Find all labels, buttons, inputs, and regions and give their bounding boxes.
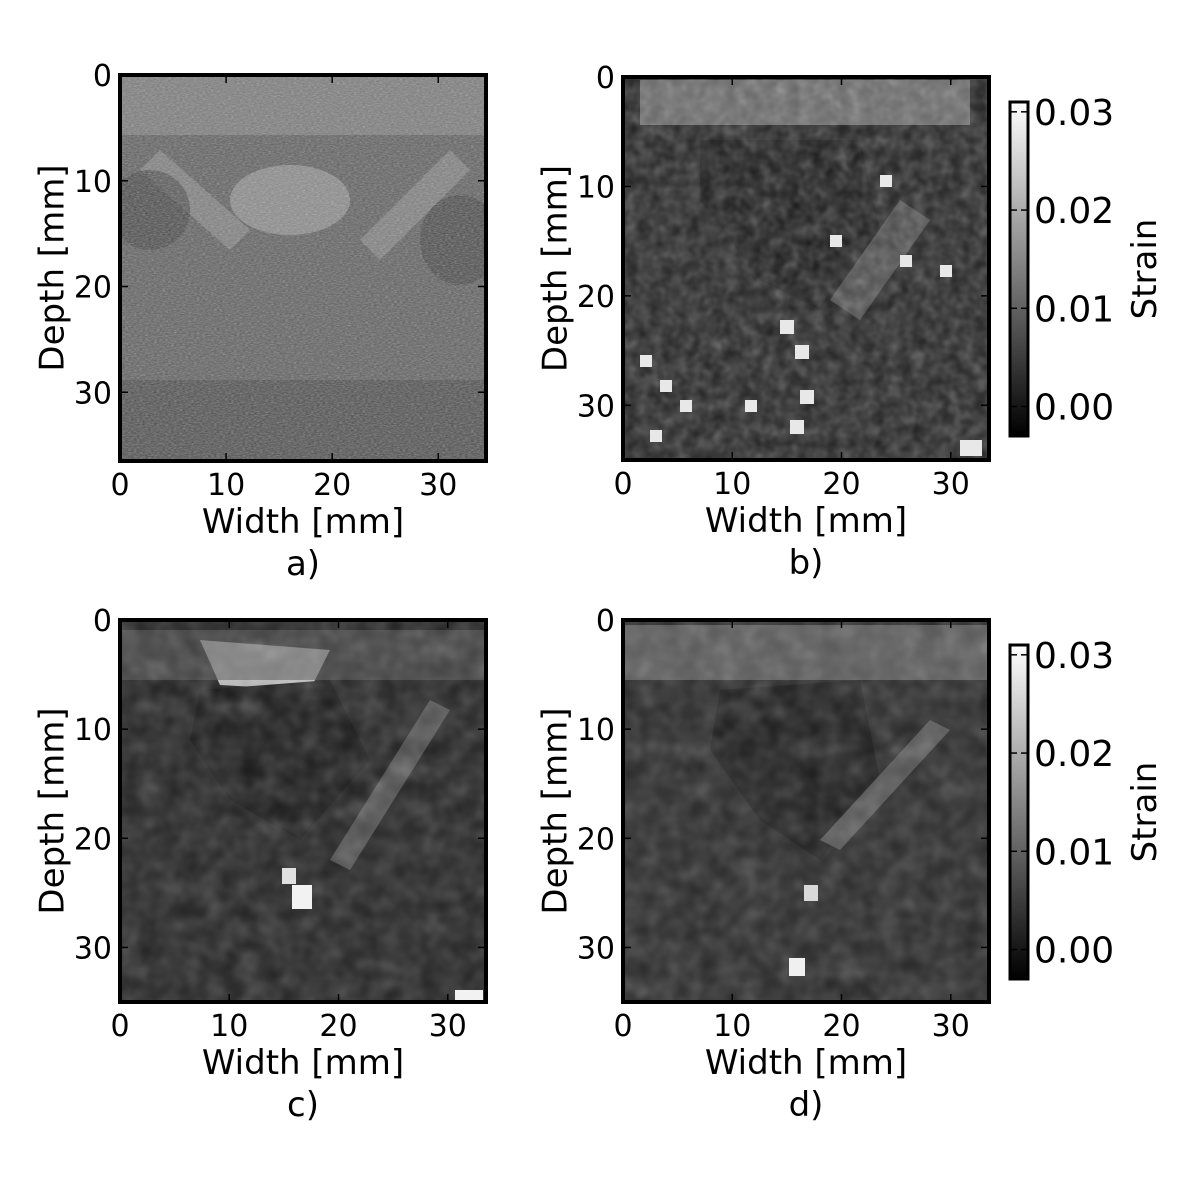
- x-tick-label: 10: [207, 468, 245, 503]
- x-tick-label: 10: [210, 1009, 248, 1044]
- panel-d-frame: [621, 618, 991, 1004]
- y-tick-label: 10: [577, 170, 615, 205]
- panel-caption: b): [789, 543, 824, 583]
- x-axis-label: Width [mm]: [705, 1043, 907, 1083]
- panel-caption: a): [286, 544, 320, 584]
- y-tick-label: 0: [93, 59, 112, 94]
- x-axis-label: Width [mm]: [705, 501, 907, 541]
- y-tick-label: 30: [577, 931, 615, 966]
- x-tick-label: 0: [613, 467, 632, 502]
- y-tick-label: 10: [74, 165, 112, 200]
- y-tick-label: 0: [93, 604, 112, 639]
- panel-c-axes: 0 10 20 30 0 10 20 30 Width [mm] Depth [mm] c): [33, 604, 488, 1125]
- x-tick-label: 30: [932, 1009, 970, 1044]
- colorbar-tick-label: 0.03: [1034, 93, 1114, 134]
- panel-d-axes: 0 10 20 30 0 10 20 30 Width [mm] Depth [mm] d) 0.00…: [536, 604, 1166, 1125]
- panel-a-axes: 0 10 20 30 0 10 20 30 Width [mm] Depth [mm] a): [33, 59, 488, 584]
- x-tick-label: 0: [110, 1009, 129, 1044]
- colorbar-tick-label: 0.00: [1034, 931, 1114, 972]
- y-tick-label: 10: [74, 713, 112, 748]
- y-tick-label: 0: [596, 61, 615, 96]
- x-tick-label: 20: [313, 468, 351, 503]
- panel-caption: c): [287, 1085, 319, 1125]
- colorbar-tick-label: 0.01: [1034, 289, 1114, 330]
- colorbar-tick-label: 0.02: [1034, 191, 1114, 232]
- panel-b-axes: 0 10 20 30 0 10 20 30 Width [mm] Depth [mm] b) 0.00…: [536, 61, 1166, 583]
- panel-b-frame: [621, 75, 991, 462]
- x-tick-label: 20: [822, 1009, 860, 1044]
- panel-c-frame: [118, 618, 488, 1004]
- y-axis-label: Depth [mm]: [536, 165, 576, 372]
- y-tick-label: 20: [577, 280, 615, 315]
- y-tick-label: 30: [74, 931, 112, 966]
- panel-d-image: [623, 620, 989, 1002]
- y-tick-label: 30: [74, 376, 112, 411]
- colorbar-tick-label: 0.02: [1034, 734, 1114, 775]
- x-tick-label: 0: [110, 468, 129, 503]
- y-tick-label: 20: [74, 271, 112, 306]
- x-tick-label: 30: [429, 1009, 467, 1044]
- y-tick-label: 10: [577, 713, 615, 748]
- y-axis-label: Depth [mm]: [33, 164, 73, 371]
- x-tick-label: 0: [613, 1009, 632, 1044]
- x-tick-label: 10: [713, 467, 751, 502]
- colorbar-tick-label: 0.00: [1034, 388, 1114, 429]
- y-axis-label: Depth [mm]: [33, 707, 73, 914]
- x-tick-label: 30: [932, 467, 970, 502]
- x-axis-label: Width [mm]: [202, 1043, 404, 1083]
- panel-a-frame: [118, 73, 488, 463]
- colorbar-tick-label: 0.03: [1034, 636, 1114, 677]
- x-tick-label: 20: [319, 1009, 357, 1044]
- x-tick-label: 20: [822, 467, 860, 502]
- y-tick-label: 20: [74, 822, 112, 857]
- x-axis-label: Width [mm]: [202, 502, 404, 542]
- colorbar-gradient: [1008, 643, 1030, 981]
- colorbar-tick-label: 0.01: [1034, 832, 1114, 873]
- y-tick-label: 0: [596, 604, 615, 639]
- y-tick-label: 30: [577, 389, 615, 424]
- y-axis-label: Depth [mm]: [536, 707, 576, 914]
- colorbar-b: 0.00 0.01 0.02 0.03 Strain: [1008, 93, 1165, 438]
- x-tick-label: 10: [713, 1009, 751, 1044]
- panel-c-image: [120, 620, 486, 1002]
- colorbar-d: 0.00 0.01 0.02 0.03 Strain: [1008, 636, 1165, 981]
- panel-b-image: [623, 77, 989, 460]
- x-tick-label: 30: [419, 468, 457, 503]
- panel-a-image: [120, 75, 486, 461]
- colorbar-gradient: [1008, 100, 1030, 438]
- y-tick-label: 20: [577, 822, 615, 857]
- colorbar-label: Strain: [1125, 219, 1165, 320]
- colorbar-label: Strain: [1125, 762, 1165, 863]
- panel-caption: d): [789, 1085, 824, 1125]
